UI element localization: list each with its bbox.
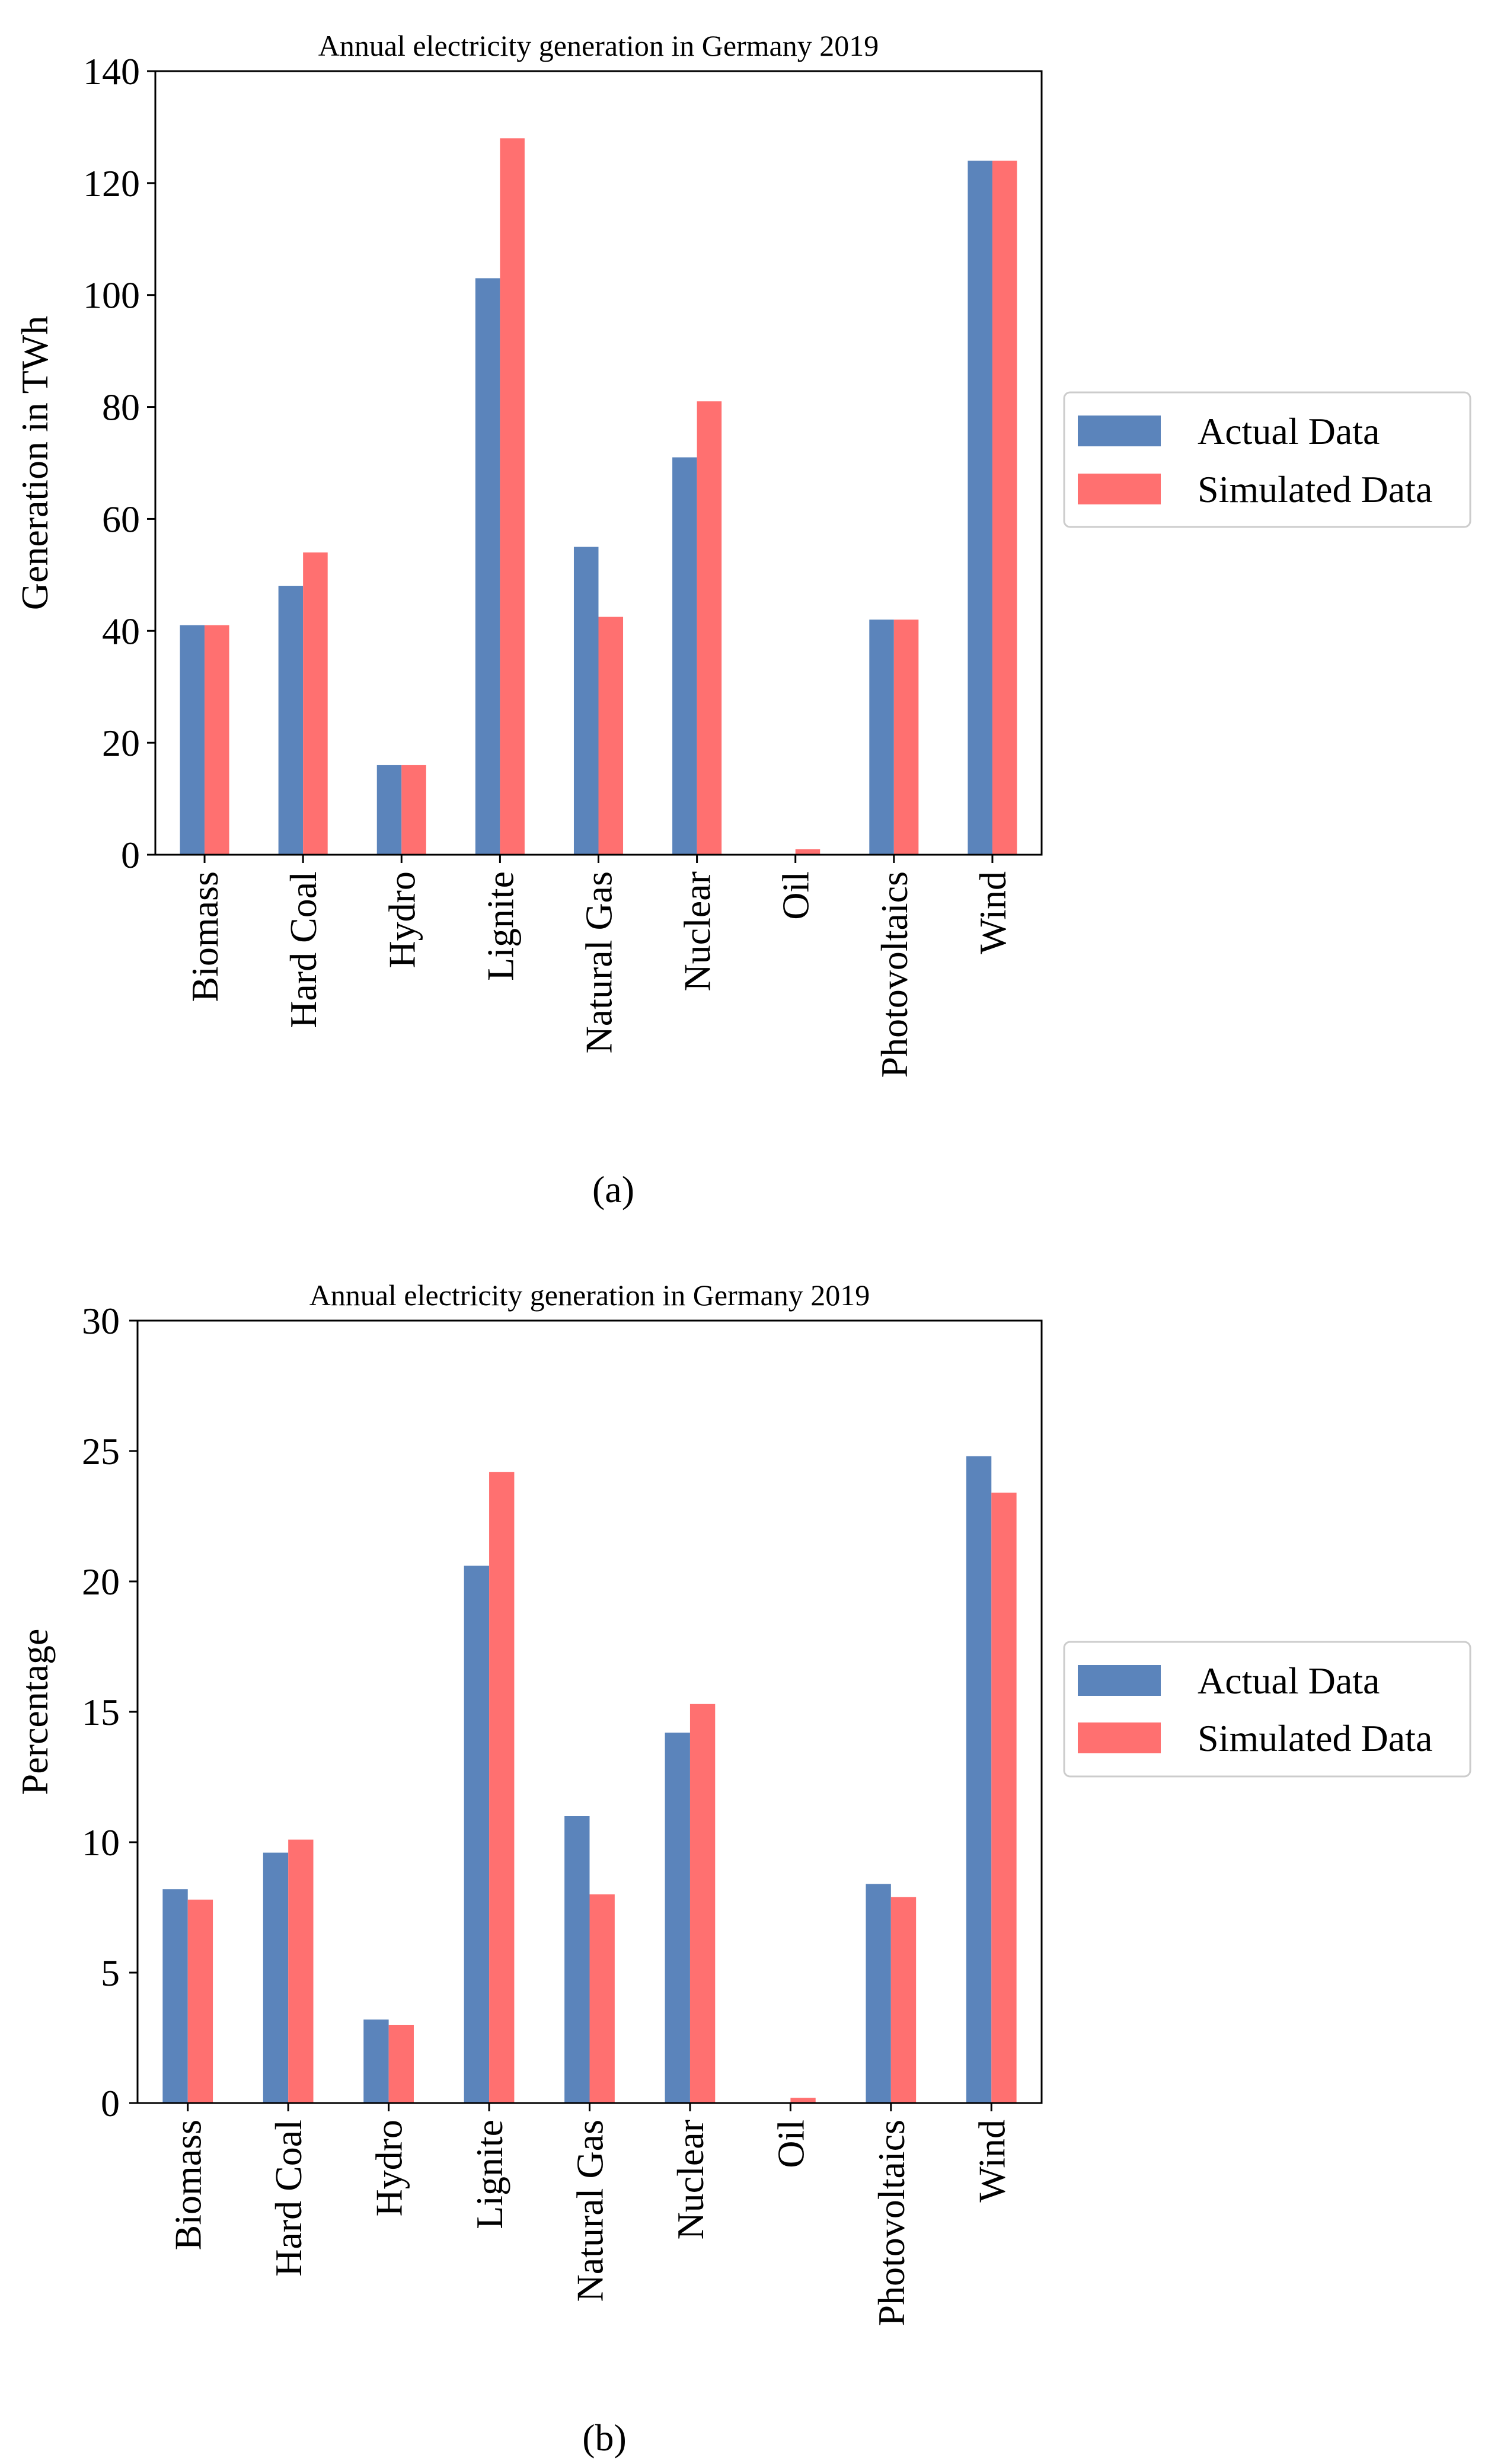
legend: Actual Data Simulated Data: [1063, 1641, 1471, 1778]
bar-actual-hydro: [376, 765, 402, 855]
y-tick-label: 0: [101, 2082, 120, 2124]
bar-actual-photovoltaics: [866, 1884, 891, 2103]
x-tick-label: Hydro: [381, 871, 423, 969]
bar-simulated-lignite: [500, 138, 525, 855]
bar-simulated-hydro: [388, 2025, 414, 2103]
x-tick-label: Wind: [972, 871, 1014, 954]
bar-simulated-wind: [991, 1493, 1017, 2103]
bar-actual-lignite: [464, 1565, 490, 2103]
bar-actual-wind: [968, 161, 992, 855]
y-tick-label: 140: [83, 50, 140, 92]
legend-label-actual: Actual Data: [1198, 410, 1380, 452]
x-tick-label: Hydro: [368, 2120, 410, 2217]
x-tick-label: Wind: [970, 2120, 1013, 2203]
x-tick-label: Natural Gas: [578, 871, 620, 1053]
y-tick-label: 120: [83, 162, 140, 204]
chart-title: Annual electricity generation in Germany…: [309, 1279, 870, 1312]
bar-actual-hydro: [363, 2019, 389, 2103]
bar-actual-natural-gas: [564, 1816, 590, 2103]
x-tick-label: Photovoltaics: [870, 2120, 912, 2326]
y-axis-label: Percentage: [14, 1629, 56, 1795]
chart-b: Annual electricity generation in Germany…: [14, 1279, 1471, 2459]
bar-simulated-nuclear: [697, 401, 722, 855]
bar-simulated-photovoltaics: [893, 619, 919, 855]
bar-simulated-biomass: [205, 625, 229, 855]
y-tick-label: 30: [82, 1300, 120, 1342]
y-tick-label: 20: [102, 722, 140, 764]
bar-simulated-hard-coal: [288, 1839, 314, 2103]
x-tick-label: Nuclear: [669, 2120, 711, 2240]
bar-actual-nuclear: [672, 457, 697, 855]
x-tick-label: Lignite: [479, 871, 521, 981]
y-axis-label: Generation in TWh: [14, 316, 56, 610]
y-tick-label: 100: [83, 274, 140, 317]
bar-simulated-hard-coal: [303, 552, 328, 855]
x-tick-label: Biomass: [167, 2120, 209, 2250]
figure-caption: (b): [582, 2417, 627, 2459]
x-tick-label: Biomass: [184, 871, 226, 1002]
legend-label-simulated: Simulated Data: [1198, 1717, 1432, 1759]
y-tick-label: 60: [102, 498, 140, 540]
legend-label-actual: Actual Data: [1198, 1660, 1380, 1702]
bar-actual-biomass: [180, 625, 205, 855]
bar-simulated-biomass: [187, 1899, 213, 2103]
bar-actual-lignite: [475, 278, 500, 855]
y-tick-label: 5: [101, 1952, 120, 1994]
legend: Actual Data Simulated Data: [1063, 391, 1471, 528]
bar-actual-wind: [966, 1456, 992, 2103]
legend-swatch-actual: [1078, 1665, 1161, 1696]
x-tick-label: Oil: [775, 871, 817, 920]
bar-actual-natural-gas: [573, 547, 599, 855]
bar-simulated-lignite: [489, 1472, 515, 2103]
legend-box: [1063, 1641, 1471, 1778]
y-tick-label: 15: [82, 1691, 120, 1733]
y-tick-label: 10: [82, 1821, 120, 1864]
x-tick-label: Hard Coal: [282, 871, 324, 1028]
x-tick-label: Nuclear: [676, 871, 719, 992]
legend-swatch-actual: [1078, 416, 1161, 446]
bar-actual-hard-coal: [263, 1852, 289, 2103]
y-tick-label: 80: [102, 386, 140, 429]
chart-a: Annual electricity generation in Germany…: [14, 29, 1471, 1210]
bar-simulated-oil: [790, 2098, 816, 2103]
x-tick-label: Natural Gas: [569, 2120, 611, 2302]
legend-box: [1063, 391, 1471, 528]
y-tick-label: 0: [121, 834, 140, 876]
chart-title: Annual electricity generation in Germany…: [318, 29, 879, 62]
bar-simulated-natural-gas: [598, 616, 624, 855]
bar-actual-hard-coal: [278, 586, 304, 855]
bar-simulated-nuclear: [689, 1704, 716, 2103]
bar-actual-biomass: [162, 1889, 188, 2103]
y-tick-label: 25: [82, 1430, 120, 1472]
figure-caption: (a): [592, 1168, 634, 1210]
bar-simulated-wind: [992, 161, 1017, 855]
legend-swatch-simulated: [1078, 474, 1161, 504]
bar-actual-photovoltaics: [869, 619, 894, 855]
y-tick-label: 40: [102, 610, 140, 652]
bar-simulated-natural-gas: [589, 1894, 615, 2103]
bar-simulated-hydro: [401, 765, 426, 855]
bar-actual-nuclear: [665, 1733, 690, 2103]
legend-swatch-simulated: [1078, 1722, 1161, 1753]
x-tick-label: Oil: [770, 2120, 812, 2168]
bar-simulated-oil: [795, 849, 820, 855]
y-tick-label: 20: [82, 1561, 120, 1603]
bar-simulated-photovoltaics: [890, 1897, 917, 2103]
x-tick-label: Lignite: [468, 2120, 510, 2229]
x-tick-label: Hard Coal: [267, 2120, 309, 2277]
legend-label-simulated: Simulated Data: [1198, 468, 1432, 510]
x-tick-label: Photovoltaics: [873, 871, 915, 1078]
